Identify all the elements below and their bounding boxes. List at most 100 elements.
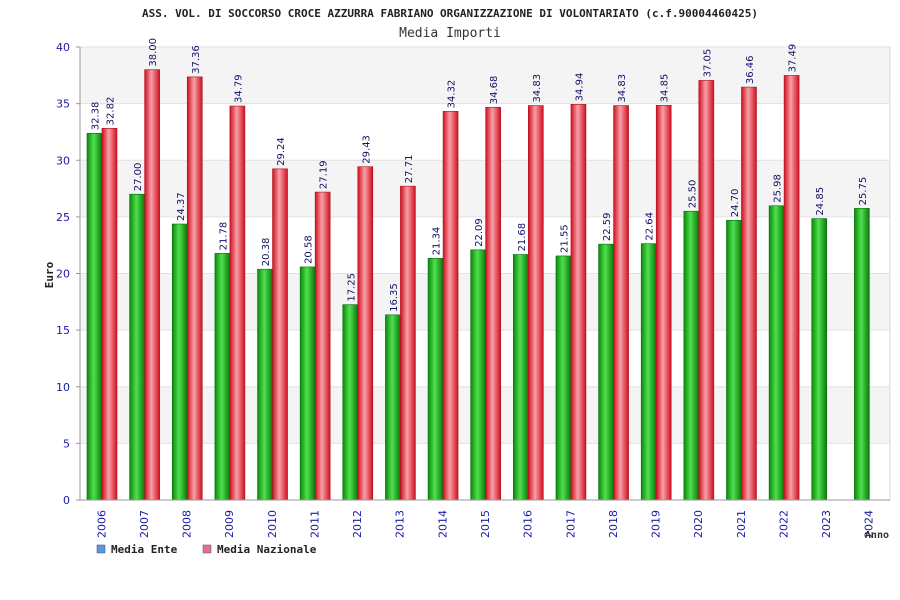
y-axis: 0 5 10 15 20 25 30 35 40 <box>56 41 81 507</box>
data-label: 17.25 <box>346 273 357 302</box>
data-label: 25.98 <box>773 174 784 203</box>
y-tick-label: 40 <box>56 41 70 54</box>
data-label: 20.38 <box>261 238 272 267</box>
x-tick-label: 2006 <box>95 510 108 538</box>
data-label: 21.34 <box>432 227 443 256</box>
bar-media-nazionale-2009 <box>229 105 246 501</box>
y-tick-label: 15 <box>56 324 70 337</box>
x-tick-label: 2021 <box>735 510 748 538</box>
x-tick-label: 2011 <box>308 510 321 538</box>
data-label: 24.37 <box>176 192 187 221</box>
data-label: 37.49 <box>788 44 799 73</box>
bar-media-nazionale-2018 <box>613 105 629 501</box>
bar-media-ente-2020 <box>683 210 700 501</box>
legend-swatch <box>96 544 106 554</box>
bar-media-nazionale-2015 <box>485 106 501 501</box>
data-label: 22.64 <box>645 212 656 241</box>
bar-media-nazionale-2019 <box>655 105 672 501</box>
data-label: 27.00 <box>133 163 144 192</box>
bar-media-nazionale-2022 <box>783 75 800 501</box>
y-tick-label: 30 <box>56 154 70 167</box>
bar-media-ente-2016 <box>513 254 529 501</box>
bar-media-ente-2018 <box>598 243 614 501</box>
data-label: 27.19 <box>319 160 330 189</box>
y-tick-label: 35 <box>56 98 70 111</box>
bar-media-ente-2008 <box>171 223 188 501</box>
bar-media-nazionale-2016 <box>528 105 544 501</box>
bar-media-nazionale-2008 <box>186 76 203 501</box>
data-label: 29.24 <box>276 137 287 166</box>
y-tick-label: 5 <box>63 437 70 450</box>
data-label: 25.50 <box>687 180 698 209</box>
x-tick-label: 2018 <box>607 510 620 538</box>
data-label: 21.78 <box>218 222 229 251</box>
data-label: 27.71 <box>404 155 415 184</box>
chart-title: ASS. VOL. DI SOCCORSO CROCE AZZURRA FABR… <box>142 7 758 20</box>
data-label: 37.05 <box>702 49 713 78</box>
data-label: 24.70 <box>730 189 741 218</box>
data-label: 34.94 <box>574 73 585 102</box>
x-tick-label: 2012 <box>351 510 364 538</box>
bar-media-nazionale-2021 <box>741 86 757 501</box>
bar-media-ente-2022 <box>768 205 785 501</box>
data-label: 34.68 <box>489 76 500 105</box>
bar-media-ente-2019 <box>640 243 657 501</box>
data-label: 16.35 <box>389 283 400 312</box>
bar-media-nazionale-2014 <box>442 111 459 501</box>
x-axis-label: Anno <box>865 530 889 541</box>
legend-label: Media Ente <box>111 543 178 556</box>
data-label: 29.43 <box>361 135 372 164</box>
bar-media-nazionale-2017 <box>570 104 587 501</box>
x-tick-label: 2023 <box>820 510 833 538</box>
bars: 32.38 32.82 27.00 38.00 24.37 37.36 21.78 34.79… <box>86 38 870 501</box>
chart-subtitle: Media Importi <box>399 26 501 41</box>
bar-media-nazionale-2006 <box>101 128 118 501</box>
x-tick-label: 2020 <box>692 510 705 538</box>
data-label: 20.58 <box>304 235 315 264</box>
data-label: 37.36 <box>191 45 202 74</box>
y-tick-label: 20 <box>56 268 70 281</box>
bar-media-ente-2011 <box>299 266 316 501</box>
bar-media-nazionale-2010 <box>272 168 288 501</box>
x-tick-label: 2009 <box>223 510 236 538</box>
bar-media-ente-2007 <box>129 193 145 501</box>
bar-media-nazionale-2013 <box>400 185 416 501</box>
bar-media-ente-2014 <box>427 258 444 501</box>
data-label: 22.09 <box>474 218 485 247</box>
data-label: 32.38 <box>91 102 102 131</box>
data-label: 21.55 <box>559 224 570 253</box>
data-label: 34.85 <box>660 74 671 103</box>
x-tick-label: 2019 <box>650 510 663 538</box>
data-label: 22.59 <box>602 213 613 242</box>
bar-media-ente-2006 <box>86 132 103 501</box>
legend: Media Ente Media Nazionale <box>96 543 317 556</box>
data-label: 34.79 <box>233 74 244 103</box>
data-label: 25.75 <box>858 177 869 206</box>
data-label: 38.00 <box>148 38 159 67</box>
x-tick-label: 2007 <box>138 510 151 538</box>
legend-swatch <box>202 544 212 554</box>
y-axis-label: Euro <box>43 261 56 288</box>
y-tick-label: 25 <box>56 211 70 224</box>
bar-media-ente-2013 <box>385 314 401 501</box>
bar-media-ente-2024 <box>854 208 870 501</box>
data-label: 34.83 <box>532 74 543 103</box>
data-label: 34.32 <box>447 80 458 109</box>
x-axis: 2006 2007 2008 2009 2010 2011 2012 2013 2014 2015… <box>80 499 890 538</box>
bar-media-ente-2017 <box>555 255 572 501</box>
x-tick-label: 2016 <box>522 510 535 538</box>
legend-label: Media Nazionale <box>217 543 317 556</box>
x-tick-label: 2024 <box>863 510 876 538</box>
bar-media-ente-2009 <box>214 253 231 501</box>
y-tick-label: 0 <box>63 494 70 507</box>
x-tick-label: 2017 <box>564 510 577 538</box>
x-tick-label: 2010 <box>266 510 279 538</box>
bar-media-ente-2010 <box>257 268 273 501</box>
bar-media-nazionale-2011 <box>314 191 331 501</box>
bar-media-ente-2015 <box>470 249 486 501</box>
data-label: 36.46 <box>745 55 756 84</box>
bar-media-nazionale-2007 <box>144 69 160 501</box>
bar-media-ente-2023 <box>811 218 828 501</box>
bar-media-ente-2012 <box>342 304 359 501</box>
y-tick-label: 10 <box>56 381 70 394</box>
